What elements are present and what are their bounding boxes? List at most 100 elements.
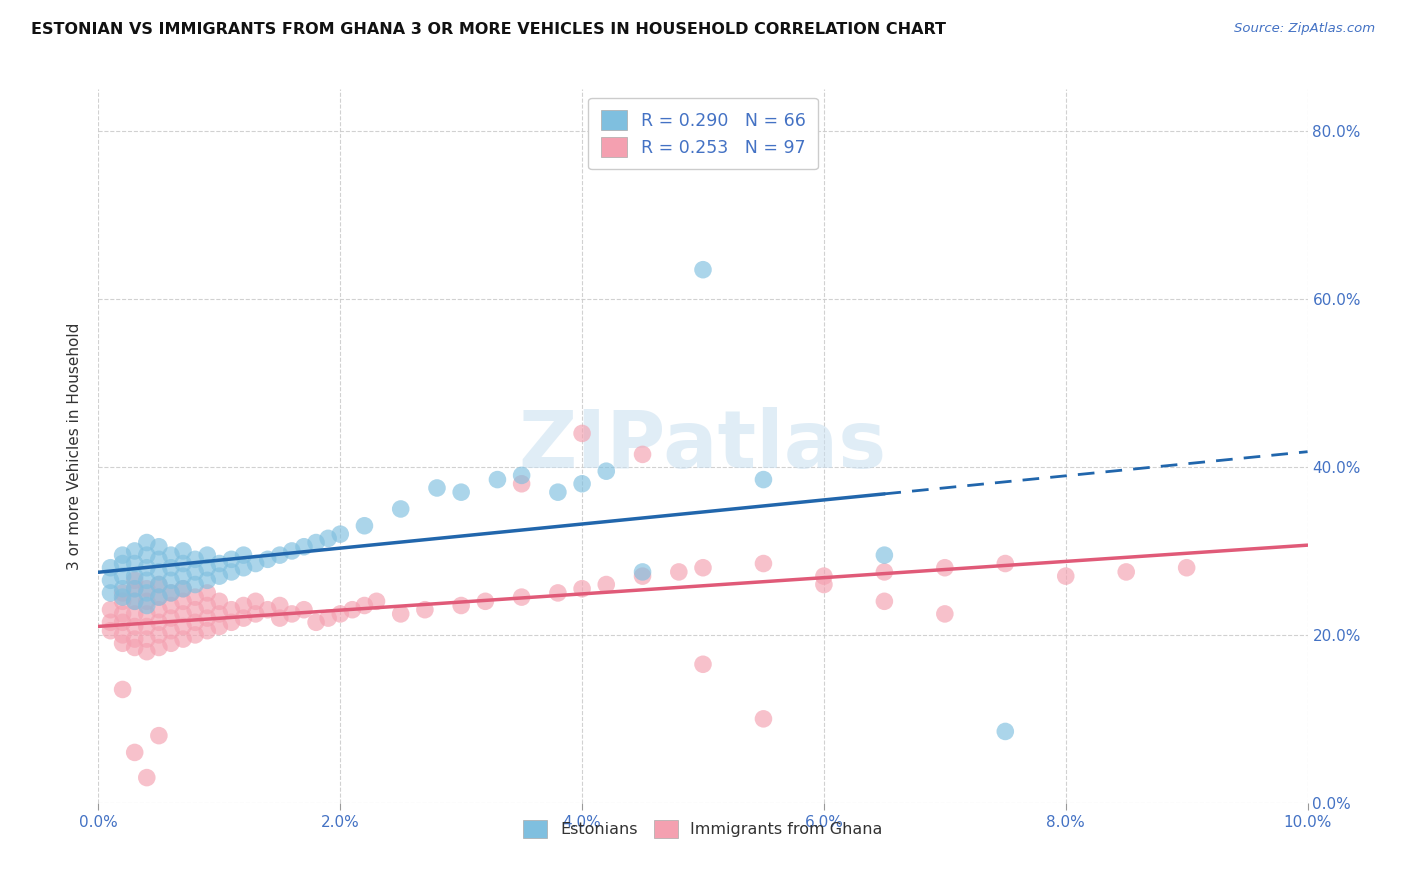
- Point: [269, 548, 291, 562]
- Point: [631, 569, 654, 583]
- Point: [135, 607, 157, 621]
- Point: [305, 535, 328, 549]
- Point: [232, 611, 254, 625]
- Point: [172, 569, 194, 583]
- Point: [135, 771, 157, 785]
- Point: [160, 636, 183, 650]
- Point: [124, 607, 146, 621]
- Point: [160, 548, 183, 562]
- Point: [571, 582, 593, 596]
- Point: [111, 582, 134, 596]
- Point: [111, 607, 134, 621]
- Point: [571, 426, 593, 441]
- Point: [100, 624, 122, 638]
- Point: [124, 574, 146, 588]
- Point: [1115, 565, 1137, 579]
- Point: [221, 615, 243, 630]
- Text: ZIPatlas: ZIPatlas: [519, 407, 887, 485]
- Point: [245, 607, 267, 621]
- Point: [934, 607, 956, 621]
- Point: [353, 599, 375, 613]
- Point: [111, 548, 134, 562]
- Point: [184, 603, 207, 617]
- Point: [221, 565, 243, 579]
- Point: [124, 746, 146, 760]
- Point: [172, 557, 194, 571]
- Point: [100, 615, 122, 630]
- Point: [752, 473, 775, 487]
- Point: [342, 603, 364, 617]
- Point: [160, 586, 183, 600]
- Y-axis label: 3 or more Vehicles in Household: 3 or more Vehicles in Household: [67, 322, 83, 570]
- Point: [329, 607, 352, 621]
- Point: [752, 712, 775, 726]
- Point: [111, 615, 134, 630]
- Point: [172, 619, 194, 633]
- Point: [124, 594, 146, 608]
- Point: [195, 599, 218, 613]
- Point: [160, 574, 183, 588]
- Point: [172, 582, 194, 596]
- Point: [208, 607, 231, 621]
- Point: [292, 603, 315, 617]
- Point: [281, 607, 304, 621]
- Point: [172, 632, 194, 646]
- Point: [184, 552, 207, 566]
- Point: [256, 603, 278, 617]
- Point: [160, 586, 183, 600]
- Point: [221, 552, 243, 566]
- Point: [148, 590, 170, 604]
- Point: [135, 560, 157, 574]
- Point: [160, 560, 183, 574]
- Point: [426, 481, 449, 495]
- Point: [547, 586, 569, 600]
- Point: [232, 560, 254, 574]
- Point: [148, 552, 170, 566]
- Point: [692, 657, 714, 672]
- Point: [245, 557, 267, 571]
- Point: [148, 640, 170, 655]
- Point: [269, 611, 291, 625]
- Point: [184, 590, 207, 604]
- Point: [111, 594, 134, 608]
- Point: [413, 603, 436, 617]
- Point: [172, 582, 194, 596]
- Point: [208, 619, 231, 633]
- Point: [389, 502, 412, 516]
- Point: [100, 603, 122, 617]
- Point: [148, 615, 170, 630]
- Point: [195, 586, 218, 600]
- Point: [595, 464, 617, 478]
- Point: [135, 632, 157, 646]
- Point: [486, 473, 509, 487]
- Point: [172, 594, 194, 608]
- Point: [148, 577, 170, 591]
- Point: [305, 615, 328, 630]
- Text: Source: ZipAtlas.com: Source: ZipAtlas.com: [1234, 22, 1375, 36]
- Point: [389, 607, 412, 621]
- Point: [692, 560, 714, 574]
- Point: [160, 599, 183, 613]
- Point: [124, 594, 146, 608]
- Point: [124, 544, 146, 558]
- Point: [510, 476, 533, 491]
- Point: [752, 557, 775, 571]
- Point: [692, 262, 714, 277]
- Point: [353, 518, 375, 533]
- Point: [221, 603, 243, 617]
- Point: [135, 574, 157, 588]
- Point: [631, 447, 654, 461]
- Point: [100, 560, 122, 574]
- Point: [595, 577, 617, 591]
- Point: [148, 565, 170, 579]
- Point: [329, 527, 352, 541]
- Point: [111, 557, 134, 571]
- Point: [111, 590, 134, 604]
- Point: [994, 724, 1017, 739]
- Point: [195, 611, 218, 625]
- Point: [111, 586, 134, 600]
- Point: [184, 615, 207, 630]
- Point: [510, 468, 533, 483]
- Point: [571, 476, 593, 491]
- Point: [124, 632, 146, 646]
